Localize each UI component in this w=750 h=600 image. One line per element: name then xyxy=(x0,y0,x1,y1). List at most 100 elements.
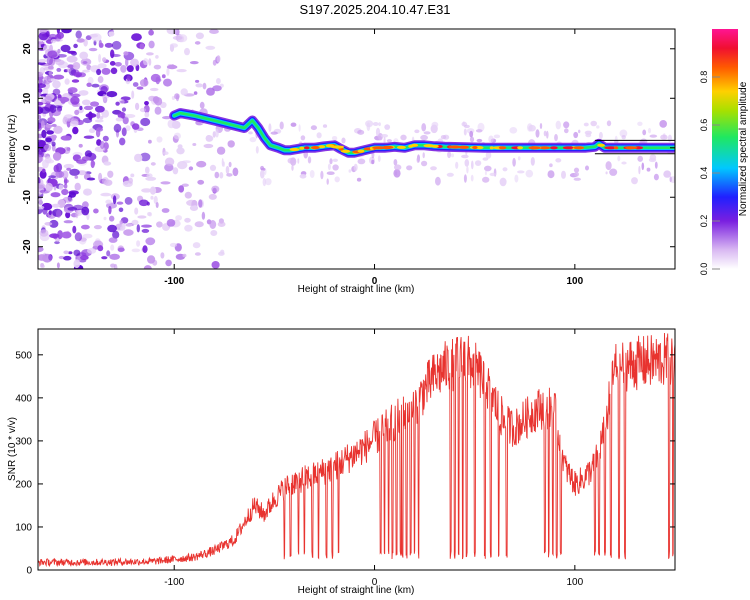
noise-blob xyxy=(181,183,189,187)
colorbar-label: Normalized spectral amplitude xyxy=(738,81,749,216)
noise-blob xyxy=(38,205,45,210)
noise-blob xyxy=(660,134,668,140)
noise-blob xyxy=(102,93,107,101)
noise-blob xyxy=(117,111,126,119)
noise-blob xyxy=(212,131,216,138)
x-tick-label: 0 xyxy=(372,276,378,287)
noise-blob xyxy=(41,202,53,211)
noise-blob xyxy=(525,169,534,178)
noise-blob xyxy=(463,128,467,136)
noise-blob xyxy=(96,127,104,132)
figure-title: S197.2025.204.10.47.E31 xyxy=(299,2,450,17)
noise-blob xyxy=(111,40,122,50)
noise-blob xyxy=(400,134,407,141)
noise-blob xyxy=(132,82,139,87)
noise-blob xyxy=(81,224,90,230)
noise-blob xyxy=(106,250,111,257)
noise-blob xyxy=(47,65,54,70)
noise-blob xyxy=(63,220,73,224)
noise-blob xyxy=(44,222,53,226)
noise-blob xyxy=(596,125,600,129)
noise-blob xyxy=(298,124,301,132)
noise-blob xyxy=(52,38,63,42)
noise-blob xyxy=(63,114,74,122)
noise-blob xyxy=(61,170,69,179)
noise-blob xyxy=(54,105,63,109)
hotspot xyxy=(340,149,351,153)
noise-blob xyxy=(147,255,156,264)
noise-blob xyxy=(322,124,328,128)
noise-blob xyxy=(45,182,53,192)
noise-blob xyxy=(184,224,193,232)
noise-blob xyxy=(563,121,570,129)
noise-blob xyxy=(100,192,112,197)
noise-blob xyxy=(61,29,72,34)
noise-blob xyxy=(211,185,220,193)
noise-blob xyxy=(329,158,333,165)
noise-blob xyxy=(45,30,50,38)
noise-blob xyxy=(196,160,207,168)
noise-blob xyxy=(125,57,129,67)
noise-blob xyxy=(101,67,111,75)
noise-blob xyxy=(217,221,226,227)
noise-blob xyxy=(206,87,215,96)
noise-blob xyxy=(63,183,68,189)
noise-blob xyxy=(174,93,180,100)
noise-blob xyxy=(195,79,200,83)
colorbar-tick-label: 0.8 xyxy=(699,71,709,84)
noise-blob xyxy=(543,130,547,137)
noise-blob xyxy=(435,176,441,186)
hotspot xyxy=(475,146,484,150)
snr-series-line xyxy=(38,332,675,568)
snr-content xyxy=(38,332,675,568)
noise-blob xyxy=(105,199,112,205)
noise-blob xyxy=(667,134,673,143)
noise-blob xyxy=(189,61,199,65)
snr-frame xyxy=(37,328,676,571)
spectrogram-content xyxy=(38,29,675,269)
noise-blob xyxy=(175,215,183,221)
noise-blob xyxy=(139,79,149,87)
noise-blob xyxy=(113,123,122,133)
noise-blob xyxy=(169,43,178,48)
noise-blob xyxy=(38,156,44,162)
noise-blob xyxy=(216,78,221,85)
noise-blob xyxy=(118,98,125,105)
noise-blob xyxy=(73,72,83,77)
noise-blob xyxy=(262,178,267,187)
noise-blob xyxy=(58,255,65,260)
noise-blob xyxy=(215,128,219,138)
noise-blob xyxy=(88,128,96,134)
noise-blob xyxy=(155,76,160,85)
noise-blob xyxy=(41,129,47,139)
noise-blob xyxy=(74,175,79,179)
noise-blob xyxy=(56,29,60,34)
noise-blob xyxy=(331,136,338,141)
noise-blob xyxy=(122,116,129,125)
noise-blob xyxy=(145,166,150,174)
noise-blob xyxy=(290,122,297,127)
noise-blob xyxy=(102,57,107,63)
noise-blob xyxy=(53,164,59,173)
noise-blob xyxy=(50,192,61,198)
noise-blob xyxy=(307,156,312,164)
noise-blob xyxy=(83,188,92,196)
noise-blob xyxy=(72,126,79,135)
noise-blob xyxy=(110,67,118,75)
noise-blob xyxy=(447,151,452,159)
y-tick-label: 0 xyxy=(22,145,33,151)
noise-blob xyxy=(84,150,92,158)
noise-blob xyxy=(74,182,81,191)
noise-blob xyxy=(91,83,100,88)
noise-blob xyxy=(78,143,83,148)
noise-blob xyxy=(87,248,97,254)
noise-blob xyxy=(260,165,265,171)
noise-blob xyxy=(637,155,643,162)
noise-blob xyxy=(166,64,178,70)
noise-blob xyxy=(49,219,59,228)
noise-blob xyxy=(431,121,439,128)
noise-blob xyxy=(136,224,140,233)
noise-blob xyxy=(63,163,74,169)
noise-blob xyxy=(83,105,94,111)
